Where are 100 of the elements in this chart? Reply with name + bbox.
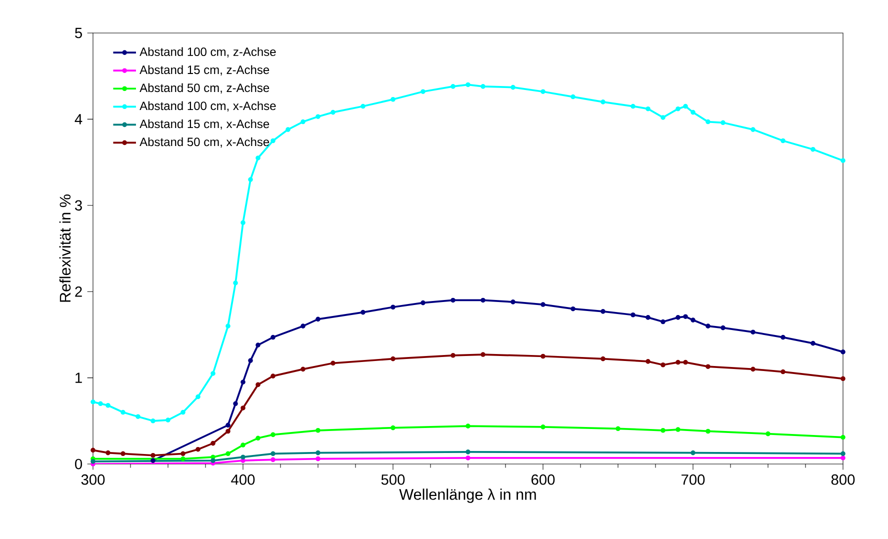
point bbox=[270, 432, 276, 438]
point bbox=[780, 369, 786, 374]
point bbox=[540, 302, 546, 307]
point bbox=[196, 446, 200, 452]
point bbox=[466, 450, 470, 454]
point bbox=[90, 400, 96, 404]
point bbox=[690, 318, 696, 322]
point bbox=[720, 120, 726, 126]
point bbox=[600, 356, 606, 362]
point bbox=[270, 334, 276, 340]
point bbox=[390, 356, 396, 362]
point bbox=[360, 310, 366, 315]
point bbox=[106, 450, 110, 456]
point bbox=[660, 362, 666, 368]
point bbox=[646, 106, 650, 112]
x-tick-label: 800 bbox=[831, 474, 855, 485]
point bbox=[248, 358, 253, 363]
legend-label: Abstand 50 cm, x-Achse bbox=[140, 137, 270, 148]
y-tick-label: 3 bbox=[75, 200, 82, 211]
point bbox=[90, 448, 96, 453]
point bbox=[196, 394, 200, 400]
point bbox=[750, 366, 756, 372]
point bbox=[316, 456, 320, 462]
point bbox=[616, 426, 620, 432]
point bbox=[240, 380, 246, 385]
y-tick-label: 2 bbox=[75, 286, 82, 297]
point bbox=[240, 406, 246, 410]
point bbox=[316, 316, 320, 322]
point bbox=[660, 115, 666, 120]
point bbox=[300, 119, 306, 124]
point bbox=[330, 110, 336, 115]
point bbox=[750, 127, 756, 132]
point bbox=[840, 350, 846, 354]
point bbox=[646, 315, 650, 320]
point bbox=[706, 364, 710, 369]
point bbox=[466, 82, 470, 88]
point bbox=[466, 424, 470, 428]
point bbox=[150, 418, 156, 424]
point bbox=[540, 354, 546, 359]
point bbox=[270, 457, 276, 462]
point bbox=[300, 324, 306, 328]
point bbox=[840, 456, 846, 460]
point bbox=[210, 371, 216, 376]
point bbox=[226, 324, 230, 328]
point bbox=[180, 410, 186, 415]
point bbox=[106, 402, 110, 408]
point bbox=[136, 414, 140, 419]
point bbox=[98, 401, 103, 406]
point bbox=[676, 427, 680, 432]
point bbox=[180, 451, 186, 456]
point bbox=[360, 104, 366, 109]
y-tick-label: 5 bbox=[75, 28, 82, 38]
point bbox=[180, 456, 186, 462]
point bbox=[226, 422, 230, 428]
legend-label: Abstand 15 cm, z-Achse bbox=[140, 65, 270, 76]
point bbox=[706, 324, 710, 328]
point bbox=[450, 298, 456, 303]
point bbox=[690, 450, 696, 456]
point bbox=[150, 452, 156, 458]
point bbox=[660, 428, 666, 433]
point bbox=[226, 451, 230, 456]
point bbox=[316, 114, 320, 120]
point bbox=[540, 89, 546, 94]
point bbox=[150, 458, 156, 463]
point bbox=[256, 436, 260, 441]
point bbox=[120, 451, 126, 456]
point bbox=[690, 110, 696, 115]
point bbox=[570, 94, 576, 100]
x-tick-label: 500 bbox=[381, 474, 405, 485]
point bbox=[466, 456, 470, 460]
x-tick-label: 400 bbox=[231, 474, 255, 485]
point bbox=[630, 312, 636, 318]
point bbox=[780, 334, 786, 340]
point bbox=[706, 119, 710, 124]
point bbox=[166, 418, 170, 422]
y-tick-label: 4 bbox=[74, 114, 82, 124]
point bbox=[316, 428, 320, 433]
point bbox=[270, 451, 276, 456]
point bbox=[316, 450, 320, 456]
legend-label: Abstand 100 cm, x-Achse bbox=[140, 101, 276, 112]
point bbox=[660, 319, 666, 324]
point bbox=[840, 376, 846, 382]
point bbox=[240, 454, 246, 460]
x-tick-label: 300 bbox=[81, 474, 105, 485]
point bbox=[750, 330, 756, 335]
point bbox=[840, 451, 846, 456]
point bbox=[256, 156, 260, 160]
point bbox=[646, 359, 650, 364]
point bbox=[480, 84, 486, 89]
point bbox=[480, 298, 486, 303]
point bbox=[226, 428, 230, 434]
point bbox=[450, 84, 456, 89]
x-tick-label: 700 bbox=[682, 474, 705, 485]
point bbox=[780, 138, 786, 144]
point bbox=[210, 440, 216, 446]
point bbox=[270, 374, 276, 378]
point bbox=[510, 300, 516, 304]
y-tick-label: 0 bbox=[75, 458, 82, 470]
point bbox=[420, 89, 426, 94]
point bbox=[240, 220, 246, 226]
